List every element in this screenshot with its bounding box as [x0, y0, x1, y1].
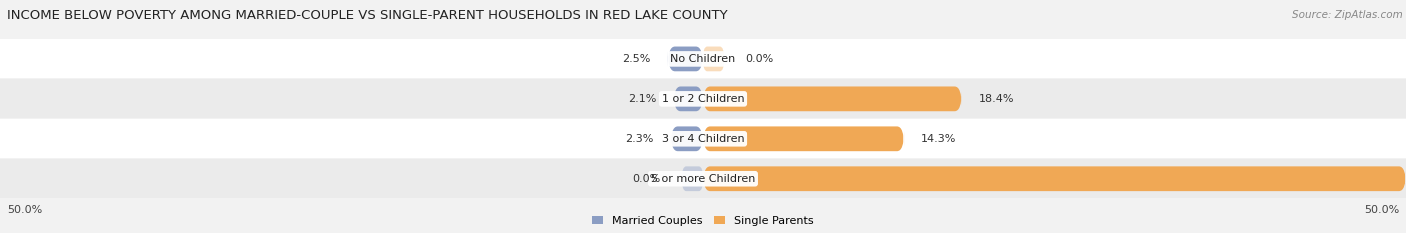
- Text: Source: ZipAtlas.com: Source: ZipAtlas.com: [1292, 10, 1403, 20]
- FancyBboxPatch shape: [682, 166, 703, 191]
- Text: 0.0%: 0.0%: [745, 54, 773, 64]
- Text: 18.4%: 18.4%: [979, 94, 1014, 104]
- Text: 14.3%: 14.3%: [921, 134, 956, 144]
- Text: 3 or 4 Children: 3 or 4 Children: [662, 134, 744, 144]
- Text: 2.5%: 2.5%: [623, 54, 651, 64]
- FancyBboxPatch shape: [0, 119, 1406, 158]
- FancyBboxPatch shape: [703, 166, 1406, 191]
- Text: 50.0%: 50.0%: [7, 205, 42, 215]
- Text: 1 or 2 Children: 1 or 2 Children: [662, 94, 744, 104]
- FancyBboxPatch shape: [0, 159, 1406, 198]
- FancyBboxPatch shape: [703, 47, 724, 71]
- Text: INCOME BELOW POVERTY AMONG MARRIED-COUPLE VS SINGLE-PARENT HOUSEHOLDS IN RED LAK: INCOME BELOW POVERTY AMONG MARRIED-COUPL…: [7, 9, 728, 22]
- FancyBboxPatch shape: [673, 86, 703, 111]
- Text: 50.0%: 50.0%: [1364, 205, 1399, 215]
- Text: 5 or more Children: 5 or more Children: [651, 174, 755, 184]
- Text: No Children: No Children: [671, 54, 735, 64]
- FancyBboxPatch shape: [0, 39, 1406, 79]
- Text: 2.1%: 2.1%: [628, 94, 657, 104]
- Text: 2.3%: 2.3%: [626, 134, 654, 144]
- FancyBboxPatch shape: [668, 47, 703, 71]
- FancyBboxPatch shape: [703, 86, 962, 111]
- FancyBboxPatch shape: [671, 127, 703, 151]
- Text: 0.0%: 0.0%: [633, 174, 661, 184]
- Legend: Married Couples, Single Parents: Married Couples, Single Parents: [592, 216, 814, 226]
- FancyBboxPatch shape: [703, 127, 904, 151]
- FancyBboxPatch shape: [0, 79, 1406, 118]
